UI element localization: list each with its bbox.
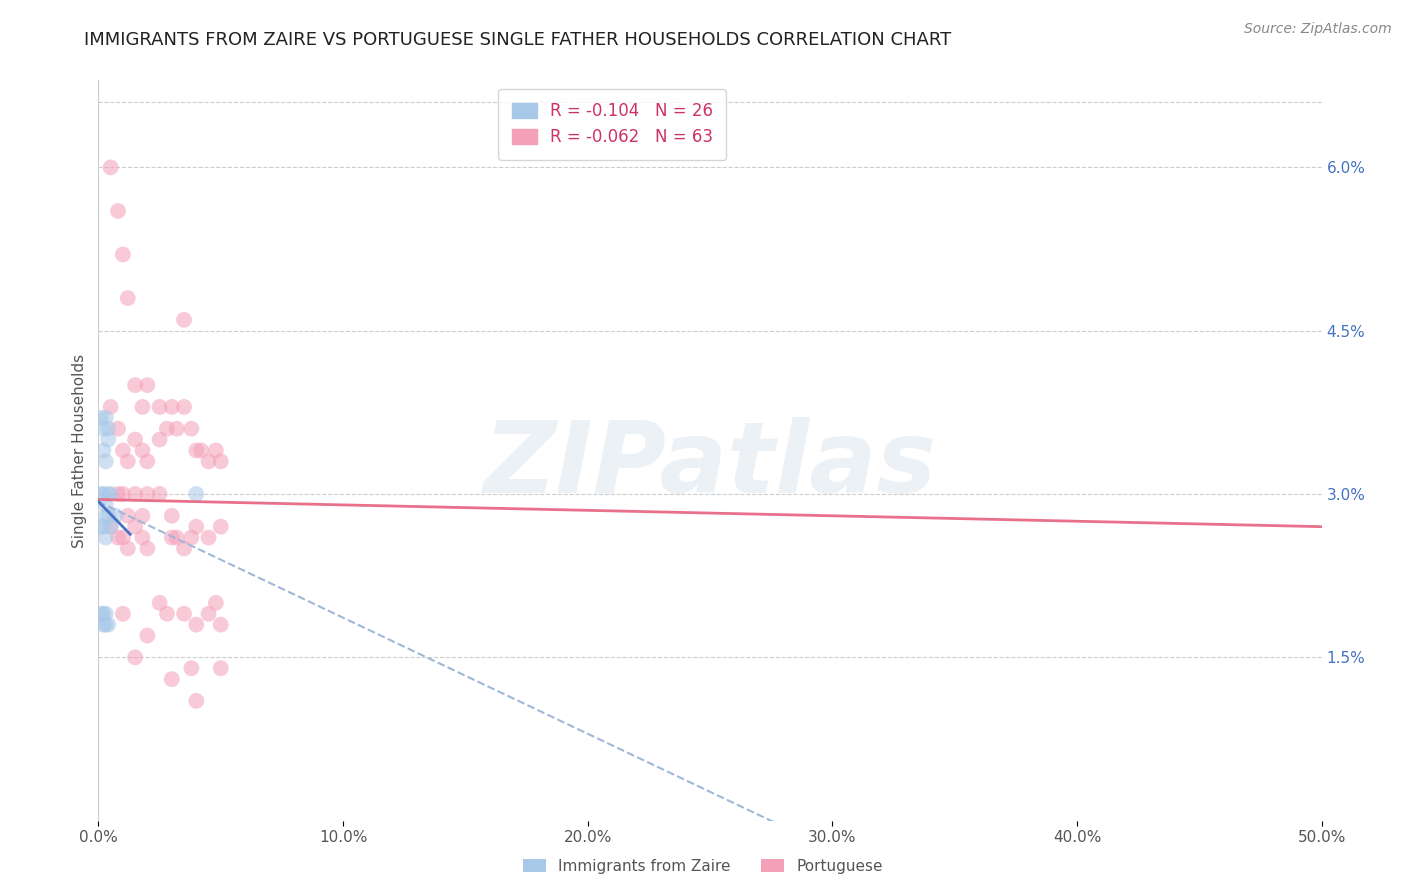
Point xyxy=(117,508,139,523)
Point xyxy=(166,422,188,436)
Point xyxy=(94,617,117,632)
Point xyxy=(124,487,146,501)
Text: IMMIGRANTS FROM ZAIRE VS PORTUGUESE SINGLE FATHER HOUSEHOLDS CORRELATION CHART: IMMIGRANTS FROM ZAIRE VS PORTUGUESE SING… xyxy=(84,31,952,49)
Point xyxy=(149,433,172,447)
Point xyxy=(111,607,134,621)
Point xyxy=(91,617,114,632)
Point xyxy=(186,694,208,708)
Point xyxy=(156,422,179,436)
Point xyxy=(190,443,212,458)
Point xyxy=(107,531,129,545)
Point xyxy=(209,519,232,533)
Point xyxy=(97,487,120,501)
Point xyxy=(117,541,139,556)
Point xyxy=(173,400,195,414)
Point xyxy=(180,422,202,436)
Point xyxy=(197,454,219,468)
Point xyxy=(100,400,122,414)
Point xyxy=(136,454,159,468)
Point xyxy=(111,247,134,261)
Point xyxy=(173,541,195,556)
Point xyxy=(186,519,208,533)
Point xyxy=(90,607,112,621)
Point xyxy=(136,541,159,556)
Point xyxy=(111,487,134,501)
Point xyxy=(209,454,232,468)
Point xyxy=(104,508,127,523)
Point xyxy=(124,519,146,533)
Point xyxy=(97,508,120,523)
Point xyxy=(111,531,134,545)
Point xyxy=(186,487,208,501)
Point xyxy=(197,607,219,621)
Point xyxy=(97,617,120,632)
Point xyxy=(131,443,153,458)
Point xyxy=(94,454,117,468)
Point xyxy=(160,531,183,545)
Point xyxy=(91,422,114,436)
Point xyxy=(90,487,112,501)
Point xyxy=(91,607,114,621)
Point xyxy=(90,519,112,533)
Point xyxy=(124,650,146,665)
Point xyxy=(205,596,228,610)
Point xyxy=(97,422,120,436)
Point xyxy=(180,661,202,675)
Point xyxy=(111,443,134,458)
Point xyxy=(209,617,232,632)
Point xyxy=(131,531,153,545)
Point xyxy=(209,661,232,675)
Point xyxy=(100,519,122,533)
Point xyxy=(107,422,129,436)
Point xyxy=(91,443,114,458)
Text: Source: ZipAtlas.com: Source: ZipAtlas.com xyxy=(1244,22,1392,37)
Point xyxy=(160,508,183,523)
Point xyxy=(136,628,159,642)
Point xyxy=(91,487,114,501)
Point xyxy=(90,410,112,425)
Point xyxy=(100,487,122,501)
Text: ZIPatlas: ZIPatlas xyxy=(484,417,936,514)
Point xyxy=(131,508,153,523)
Point xyxy=(186,617,208,632)
Point xyxy=(160,672,183,686)
Point xyxy=(124,378,146,392)
Legend: Immigrants from Zaire, Portuguese: Immigrants from Zaire, Portuguese xyxy=(517,853,889,880)
Point xyxy=(205,443,228,458)
Point xyxy=(173,313,195,327)
Point xyxy=(117,454,139,468)
Point xyxy=(186,443,208,458)
Point xyxy=(160,400,183,414)
Point xyxy=(94,508,117,523)
Point xyxy=(91,519,114,533)
Point xyxy=(173,607,195,621)
Y-axis label: Single Father Households: Single Father Households xyxy=(72,353,87,548)
Point xyxy=(156,607,179,621)
Point xyxy=(149,487,172,501)
Point xyxy=(136,378,159,392)
Point xyxy=(197,531,219,545)
Point xyxy=(180,531,202,545)
Point xyxy=(107,203,129,218)
Point xyxy=(131,400,153,414)
Point xyxy=(97,433,120,447)
Point xyxy=(100,161,122,175)
Point xyxy=(100,519,122,533)
Point xyxy=(136,487,159,501)
Point xyxy=(149,596,172,610)
Legend: R = -0.104   N = 26, R = -0.062   N = 63: R = -0.104 N = 26, R = -0.062 N = 63 xyxy=(498,88,725,160)
Point xyxy=(149,400,172,414)
Point xyxy=(94,498,117,512)
Point xyxy=(94,531,117,545)
Point xyxy=(117,291,139,305)
Point xyxy=(124,433,146,447)
Point xyxy=(166,531,188,545)
Point xyxy=(94,410,117,425)
Point xyxy=(107,487,129,501)
Point xyxy=(94,607,117,621)
